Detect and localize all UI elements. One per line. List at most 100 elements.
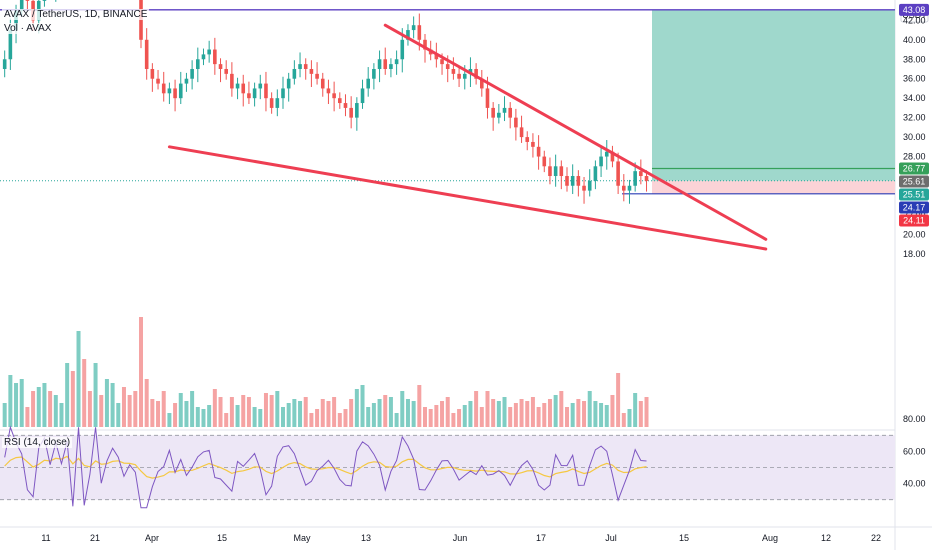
volume-bar	[65, 363, 70, 427]
candle-body	[343, 103, 348, 108]
volume-bar	[315, 409, 320, 427]
candle-body	[616, 161, 620, 186]
volume-bar	[604, 405, 609, 427]
candle-body	[389, 64, 393, 69]
volume-bar	[610, 395, 615, 427]
candle-body	[570, 176, 575, 186]
price-badge	[899, 175, 929, 188]
candle-body	[576, 176, 581, 186]
candle-body	[599, 156, 603, 167]
volume-bar	[354, 389, 359, 427]
volume-bar	[121, 387, 126, 427]
volume-bar	[241, 395, 246, 427]
time-tick-label: Aug	[762, 533, 778, 543]
candle-body	[275, 98, 280, 108]
volume-bar	[434, 405, 439, 427]
volume-bar	[332, 397, 337, 427]
volume-bar	[428, 409, 433, 427]
candle-body	[548, 166, 552, 177]
rsi-ma-line	[4, 455, 647, 479]
price-badge	[899, 3, 929, 16]
rsi-tick-label: 60.00	[903, 446, 926, 456]
volume-bar	[423, 407, 427, 427]
candle-body	[502, 107, 507, 113]
volume-bar	[53, 395, 58, 427]
volume-bar	[93, 363, 98, 427]
candle-body	[8, 30, 13, 60]
candle-body	[497, 112, 501, 118]
price-badge	[899, 188, 929, 201]
candle-body	[360, 88, 365, 104]
candle-body	[241, 83, 246, 94]
candle-body	[19, 0, 24, 11]
candle-body	[372, 68, 376, 79]
candle-body	[610, 151, 615, 162]
price-tick-label: 38.00	[903, 54, 926, 64]
candle-body	[508, 107, 512, 118]
volume-bar	[468, 401, 473, 427]
volume-bar	[417, 385, 422, 427]
volume-bar	[178, 393, 183, 427]
time-axis[interactable]: 11 21 Apr 15 May 13 Jun 17 Jul 15 Aug 12 22	[41, 533, 881, 543]
volume-bar	[599, 403, 604, 427]
candle-body	[622, 185, 626, 191]
volume-bar	[513, 403, 518, 427]
volume-bar	[31, 391, 36, 427]
trendline-upper	[383, 23, 768, 241]
volume-bar	[48, 391, 53, 427]
candle-body	[633, 171, 637, 186]
volume-bar	[320, 399, 325, 427]
candle-body	[326, 88, 331, 94]
volume-bar	[190, 391, 195, 427]
candle-body	[2, 59, 7, 69]
volume-bar	[167, 413, 172, 427]
position-zones	[0, 9, 895, 195]
candle-body	[309, 68, 314, 74]
volume-bar	[479, 407, 484, 427]
volume-bar	[144, 379, 149, 427]
volume-bar	[36, 387, 41, 427]
volume-bar	[224, 413, 229, 427]
candle-body	[144, 39, 149, 69]
volume-bar	[394, 413, 399, 427]
candle-body	[42, 0, 47, 1]
volume-bar	[547, 399, 552, 427]
volume-bar	[400, 391, 405, 427]
volume-bar	[150, 399, 155, 427]
volume-bars	[2, 317, 649, 427]
volume-bar	[201, 409, 206, 427]
candle-body	[213, 49, 217, 65]
volume-bar	[133, 391, 138, 427]
candle-body	[593, 166, 598, 181]
candle-body	[190, 68, 194, 79]
rsi-label: RSI (14, close)	[2, 437, 73, 448]
time-tick-label: 11	[41, 533, 50, 543]
candle-body	[161, 83, 166, 94]
time-tick-label: 12	[821, 533, 831, 543]
candle-body	[553, 166, 558, 177]
price-axis[interactable]: USDT42.0040.0038.0036.0034.0032.0030.002…	[899, 3, 929, 489]
volume-bar	[343, 409, 348, 427]
stop-loss-zone	[652, 180, 895, 194]
volume-bar	[59, 403, 64, 427]
candle-body	[167, 88, 172, 94]
candle-body	[332, 93, 336, 99]
candle-body	[320, 78, 325, 89]
volume-bar	[491, 399, 496, 427]
candle-body	[224, 68, 228, 74]
volume-bar	[14, 383, 19, 427]
candle-body	[184, 78, 189, 84]
volume-bar	[621, 413, 626, 427]
volume-bar	[19, 379, 24, 427]
price-tick-label: 28.00	[903, 152, 926, 162]
candle-body	[349, 107, 353, 118]
volume-bar	[116, 403, 121, 427]
volume-bar	[627, 409, 632, 427]
candle-body	[298, 64, 302, 69]
volume-bar	[502, 397, 507, 427]
candle-body	[542, 156, 547, 167]
trend-lines[interactable]	[167, 23, 768, 251]
candle-body	[582, 185, 586, 191]
rsi-pane	[0, 425, 895, 509]
